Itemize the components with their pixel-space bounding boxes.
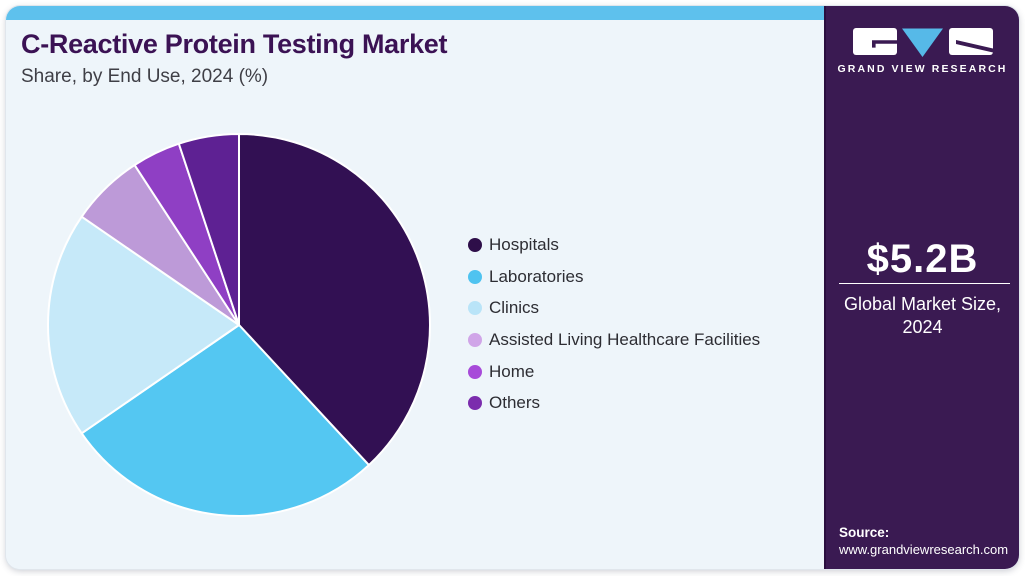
legend-item-others: Others (468, 387, 760, 419)
legend-item-home: Home (468, 356, 760, 388)
pie-slice-others (177, 133, 240, 326)
legend-item-assisted-living-healthcare-facilities: Assisted Living Healthcare Facilities (468, 324, 760, 356)
chart-header: C-Reactive Protein Testing Market Share,… (21, 20, 814, 89)
logo-letter-r (949, 28, 993, 55)
logo-letter-v-triangle (902, 28, 943, 57)
sidebar: GRAND VIEW RESEARCH $5.2B Global Market … (824, 6, 1019, 569)
logo-letter-g (853, 28, 897, 55)
legend-label: Clinics (489, 298, 540, 318)
page-title: C-Reactive Protein Testing Market (21, 29, 448, 59)
pie-slice-clinics (47, 215, 240, 435)
page-subtitle: Share, by End Use, 2024 (%) (21, 66, 269, 87)
legend-label: Hospitals (489, 234, 559, 254)
logo-wordmark: GRAND VIEW RESEARCH (837, 63, 1008, 75)
sidebar-divider (839, 283, 1010, 284)
legend-label: Laboratories (489, 266, 584, 286)
legend-swatch-laboratories (468, 269, 482, 284)
infographic-card: C-Reactive Protein Testing Market Share,… (6, 6, 1019, 569)
legend-swatch-others (468, 396, 482, 411)
market-size-caption: Global Market Size, 2024 (843, 294, 1002, 337)
source-label: Source: (839, 525, 890, 540)
pie-slice-hospitals (238, 133, 431, 467)
grand-view-research-logo (853, 28, 993, 57)
source-url[interactable]: www.grandviewresearch.com (839, 542, 1009, 557)
chart-legend: Hospitals Laboratories Clinics Assisted Liv… (468, 229, 760, 419)
legend-swatch-home (468, 364, 482, 379)
legend-swatch-assisted-living-healthcare-facilities (468, 332, 482, 347)
chart-panel: C-Reactive Protein Testing Market Share,… (6, 6, 824, 569)
legend-swatch-hospitals (468, 237, 482, 252)
legend-label: Assisted Living Healthcare Facilities (489, 329, 761, 349)
market-size-value: $5.2B (866, 237, 979, 281)
source-block: Source: www.grandviewresearch.com (839, 524, 1008, 558)
legend-item-laboratories: Laboratories (468, 261, 760, 293)
legend-item-hospitals: Hospitals (468, 229, 760, 261)
top-accent-bar (6, 6, 824, 20)
legend-swatch-clinics (468, 301, 482, 316)
legend-item-clinics: Clinics (468, 292, 760, 324)
pie-slice-laboratories (80, 324, 370, 517)
legend-label: Home (489, 361, 535, 381)
pie-chart (47, 133, 431, 517)
legend-label: Others (489, 393, 541, 413)
